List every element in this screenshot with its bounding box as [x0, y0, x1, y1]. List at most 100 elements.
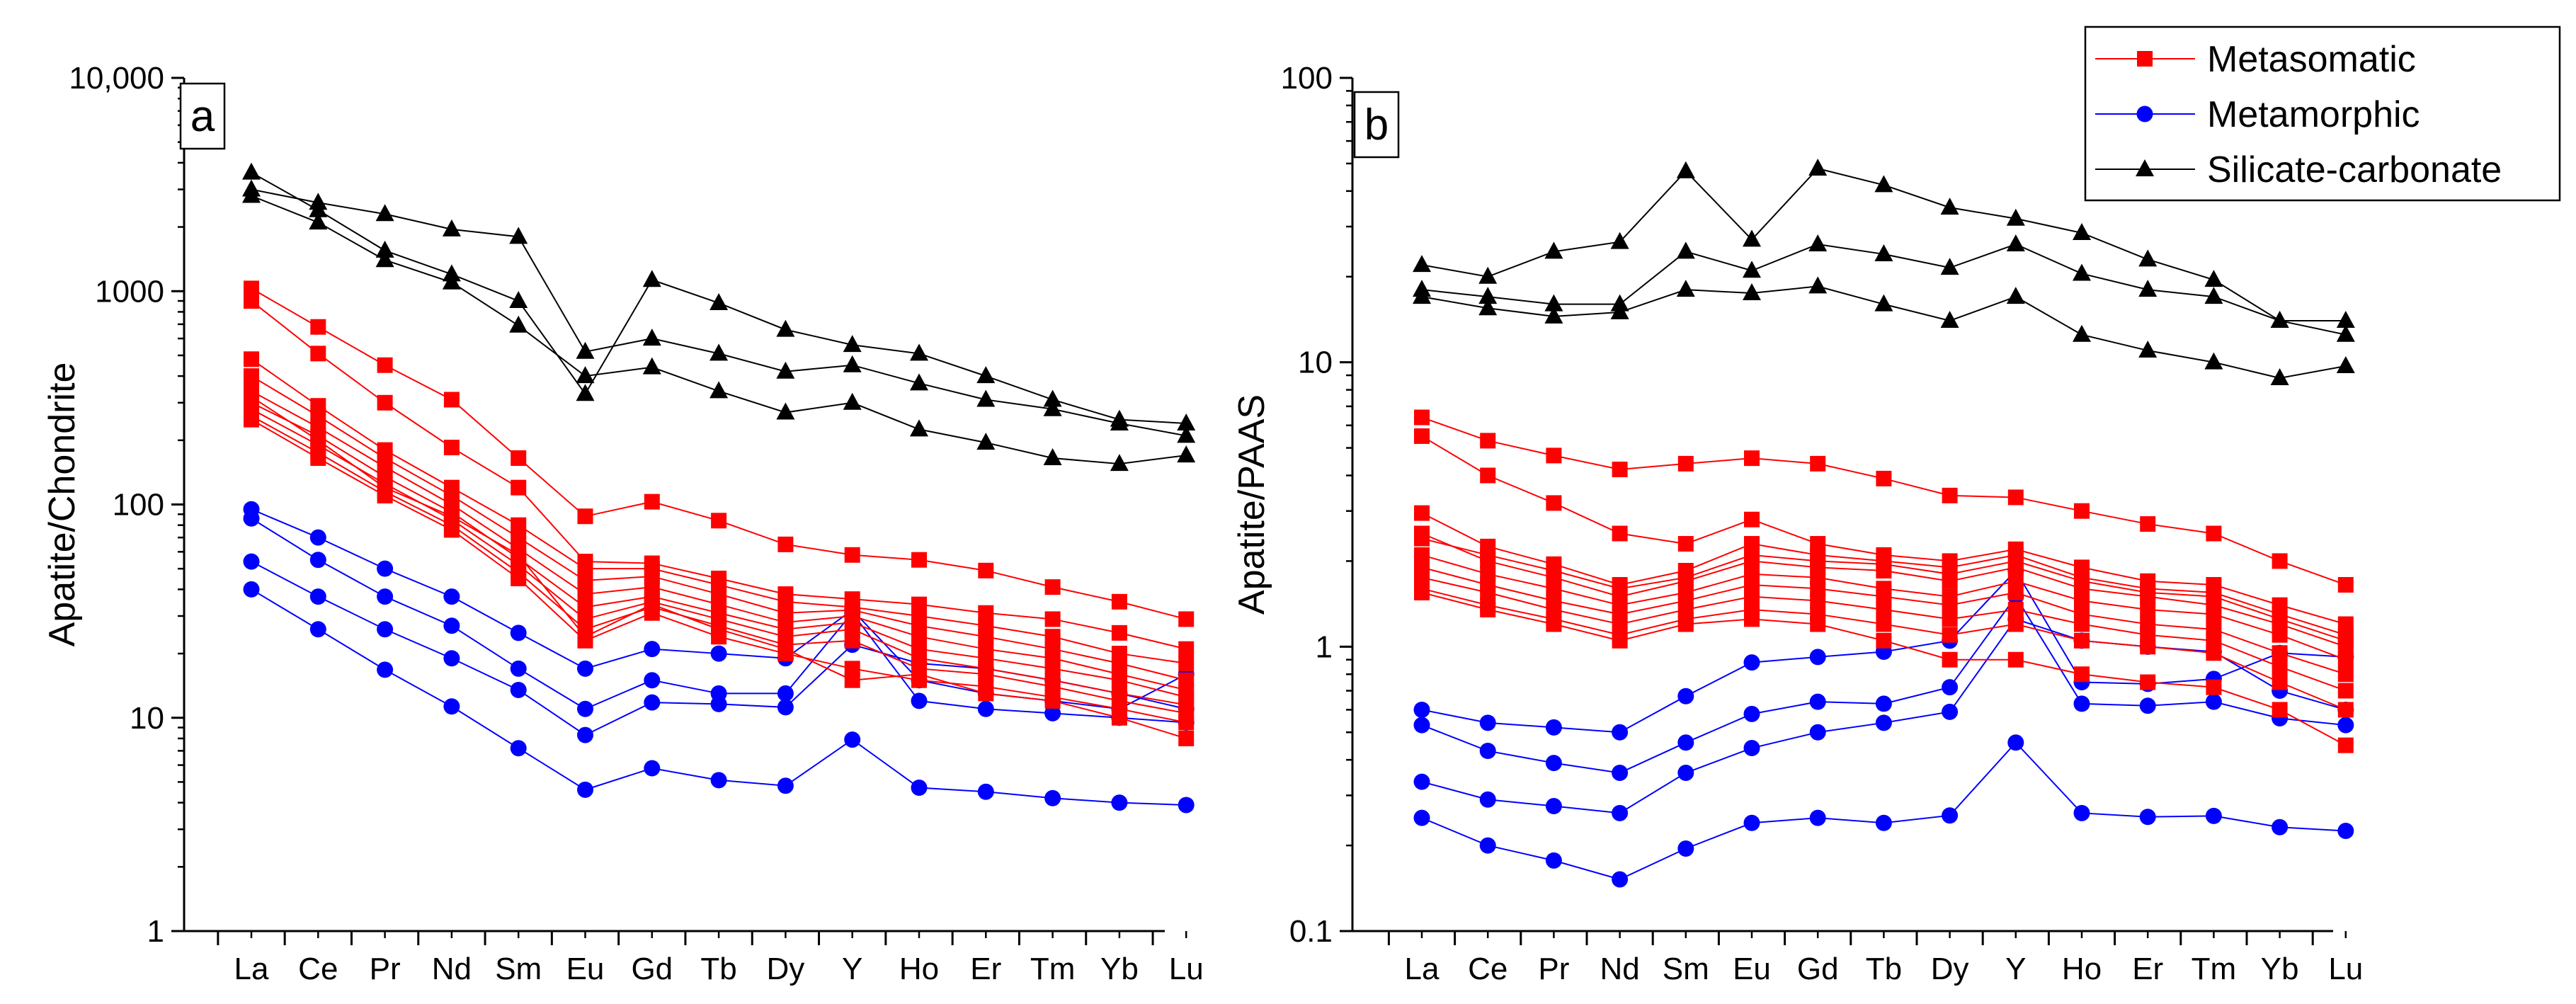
legend-marker-metamorphic — [2136, 105, 2153, 122]
panel-b-point-silicate-carbonate-la — [1413, 255, 1431, 273]
panel-b-point-metasomatic-tm — [2206, 525, 2222, 542]
panel-a-point-metamorphic-y — [844, 731, 861, 748]
panel-a-point-metasomatic-eu — [577, 561, 593, 577]
panel-b-point-metasomatic-yb — [2272, 658, 2288, 675]
panel-a-point-metasomatic-yb — [1111, 672, 1127, 688]
panel-a-point-metamorphic-la — [243, 553, 260, 570]
panel-b-point-metasomatic-tb — [1876, 470, 1892, 486]
panel-a-point-metasomatic-er — [978, 685, 994, 702]
panel-b-point-silicate-carbonate-er — [2138, 249, 2158, 267]
panel-a-y-tick-label: 10,000 — [69, 61, 164, 96]
panel-b-y-axis-title: Apatite/PAAS — [1231, 394, 1272, 615]
panel-b-point-silicate-carbonate-ho — [2073, 222, 2091, 240]
panel-a-point-silicate-carbonate-dy — [776, 319, 795, 337]
panel-a-point-silicate-carbonate-la — [242, 162, 261, 180]
panel-b-point-metasomatic-gd — [1810, 593, 1826, 609]
panel-a-point-metamorphic-gd — [644, 672, 661, 689]
panel-b-point-silicate-carbonate-lu — [2336, 310, 2355, 328]
panel-b-point-metasomatic-eu — [1744, 511, 1760, 527]
panel-a-point-metamorphic-dy — [777, 685, 794, 702]
panel-a-point-metamorphic-nd — [443, 617, 460, 634]
panel-b-point-metamorphic-y — [2007, 734, 2024, 751]
panel-a-series-metasomatic-0 — [244, 280, 1195, 627]
panel-a-point-metasomatic-y — [844, 672, 860, 688]
panel-a-point-metasomatic-ce — [310, 346, 326, 362]
panel-a-point-silicate-carbonate-er — [976, 433, 996, 450]
panel-a-point-silicate-carbonate-y — [843, 392, 862, 410]
panel-a-point-silicate-carbonate-pr — [375, 204, 394, 222]
panel-b-point-metasomatic-la — [1414, 409, 1430, 426]
panel-b-point-silicate-carbonate-sm — [1676, 241, 1695, 259]
panel-a-point-metasomatic-nd — [443, 522, 460, 538]
panel-b-x-tick-label-lu: Lu — [2328, 952, 2363, 986]
panel-b-series-metamorphic-12 — [1413, 610, 2354, 821]
panel-b-point-metasomatic-y — [2007, 601, 2024, 617]
panel-a-x-tick-label-nd: Nd — [432, 952, 472, 986]
panel-b-point-metasomatic-lu — [2337, 632, 2354, 649]
panel-a-point-metasomatic-la — [244, 293, 259, 309]
panel-a-point-metasomatic-tm — [1044, 611, 1061, 627]
panel-b-point-silicate-carbonate-lu — [2336, 324, 2355, 342]
panel-b-point-metasomatic-nd — [1612, 525, 1628, 542]
panel-b-point-metasomatic-lu — [2337, 737, 2354, 753]
panel-b-point-metasomatic-sm — [1677, 536, 1694, 552]
panel-b-point-silicate-carbonate-y — [2006, 287, 2025, 304]
panel-b-point-metasomatic-dy — [1942, 627, 1958, 643]
panel-a-x-tick-label-la: La — [234, 952, 269, 986]
panel-b-y-tick-label: 100 — [1281, 61, 1333, 96]
panel-b-point-metasomatic-dy — [1942, 597, 1958, 613]
panel-b-point-metasomatic-tm — [2206, 606, 2222, 622]
panel-b-point-silicate-carbonate-gd — [1808, 159, 1828, 176]
panel-b-point-metasomatic-y — [2007, 489, 2024, 506]
panel-a-point-metasomatic-tm — [1044, 629, 1061, 645]
panel-b-x-tick-label-ce: Ce — [1468, 952, 1508, 986]
panel-b-point-metasomatic-ho — [2074, 666, 2090, 683]
panel-a-letter: a — [190, 92, 215, 141]
panel-a-point-metamorphic-ho — [911, 692, 928, 709]
panel-a-point-metasomatic-nd — [443, 392, 460, 408]
panel-a-x-tick-label-y: Y — [842, 952, 862, 986]
panel-b-point-silicate-carbonate-gd — [1808, 234, 1828, 251]
panel-b-x-tick-label-sm: Sm — [1663, 952, 1709, 986]
panel-b-point-metasomatic-yb — [2272, 611, 2288, 627]
panel-a-series-metamorphic-11 — [243, 510, 1195, 731]
panel-b-point-silicate-carbonate-pr — [1544, 294, 1563, 312]
panel-a-point-metasomatic-nd — [443, 440, 460, 456]
panel-b-y-tick-label: 0.1 — [1289, 914, 1333, 949]
panel-b-point-silicate-carbonate-tm — [2204, 352, 2223, 370]
panel-a-point-metamorphic-eu — [577, 700, 593, 717]
panel-a-point-silicate-carbonate-sm — [509, 227, 528, 244]
panel-a-point-metamorphic-sm — [510, 660, 527, 677]
panel-a-point-metasomatic-lu — [1178, 641, 1195, 657]
panel-b-point-silicate-carbonate-er — [2138, 341, 2158, 358]
panel-b-point-metasomatic-dy — [1942, 651, 1958, 668]
panel-b-point-metasomatic-pr — [1546, 563, 1562, 579]
panel-b-point-metamorphic-sm — [1677, 765, 1694, 782]
panel-b-point-silicate-carbonate-eu — [1743, 261, 1761, 278]
panel-b-point-metasomatic-yb — [2272, 627, 2288, 643]
panel-a-point-metasomatic-eu — [577, 586, 593, 603]
panel-b-point-metasomatic-la — [1414, 530, 1430, 547]
panel-b-point-metamorphic-er — [2139, 809, 2156, 826]
panel-b-y-tick-label: 10 — [1298, 346, 1333, 380]
panel-a-point-metamorphic-dy — [777, 699, 794, 716]
panel-b-paas-plot: 0.1 1 10 100 La Ce Pr Nd Sm Eu Gd Tb Dy Y Ho Er Tm Yb Lu Ap… — [1231, 61, 2363, 986]
panel-b-point-metasomatic-tb — [1876, 632, 1892, 649]
panel-a-point-metasomatic-la — [244, 411, 259, 428]
panel-a-point-silicate-carbonate-gd — [642, 329, 661, 346]
panel-a-point-metamorphic-sm — [510, 624, 527, 641]
panel-a-point-silicate-carbonate-lu — [1177, 426, 1196, 443]
panel-b-point-metasomatic-la — [1414, 428, 1430, 444]
panel-b-point-metasomatic-dy — [1942, 487, 1958, 503]
panel-a-point-metasomatic-lu — [1178, 611, 1195, 627]
panel-b-point-metasomatic-pr — [1546, 495, 1562, 511]
panel-b-point-metamorphic-er — [2139, 697, 2156, 714]
panel-a-x-tick-label-pr: Pr — [370, 952, 401, 986]
panel-b-point-silicate-carbonate-sm — [1676, 280, 1695, 297]
panel-b-point-metamorphic-ce — [1479, 714, 1496, 731]
panel-b-x-tick-label-eu: Eu — [1733, 952, 1771, 986]
panel-b-point-silicate-carbonate-tb — [1874, 244, 1893, 261]
panel-b-point-metamorphic-lu — [2337, 823, 2354, 840]
panel-b-point-metasomatic-ce — [1480, 433, 1496, 449]
panel-b-point-metamorphic-ce — [1479, 837, 1496, 854]
